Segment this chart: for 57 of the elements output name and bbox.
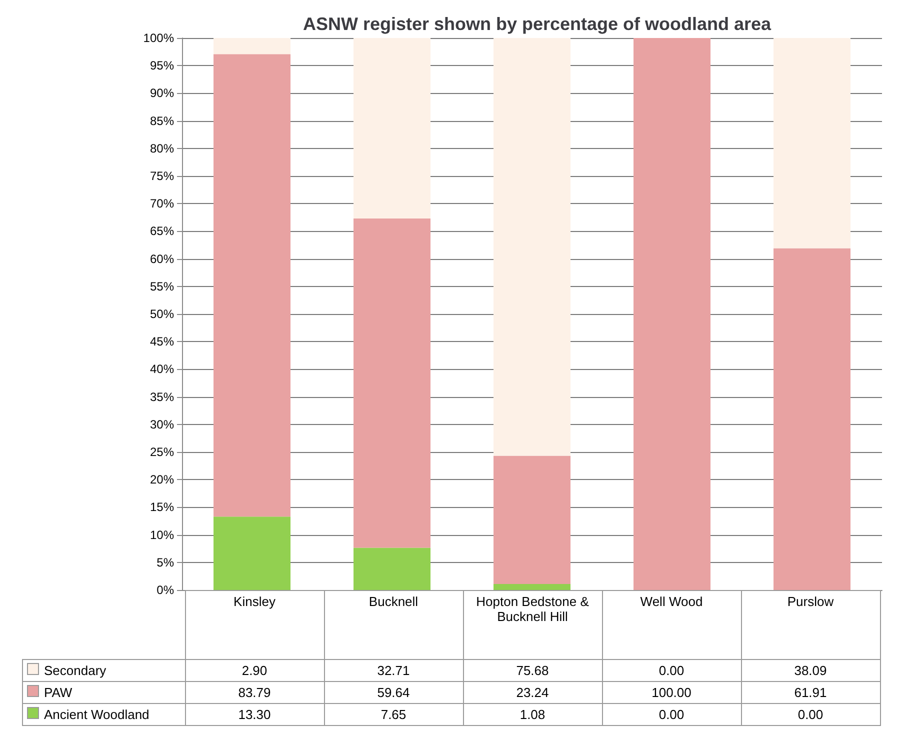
y-tick-label: 15% [150,500,174,514]
x-tick-label: Well Wood [602,590,741,660]
data-label: 61.91 [741,682,880,704]
y-tick-label: 50% [150,307,174,321]
legend-label: Ancient Woodland [22,704,185,726]
legend-label: Secondary [22,660,185,682]
x-tick-label: Bucknell [324,590,463,660]
bar [354,218,430,548]
y-tick-label: 25% [150,445,174,459]
y-tick-label: 100% [143,31,174,45]
y-tick-label: 10% [150,528,174,542]
y-tick-label: 40% [150,362,174,376]
data-label: 75.68 [463,660,602,682]
y-tick-label: 65% [150,224,174,238]
data-label: 1.08 [463,704,602,726]
y-tick-label: 30% [150,417,174,432]
data-label: 0.00 [602,704,741,726]
y-tick-label: 35% [150,390,174,404]
bar [214,54,290,517]
y-tick-label: 0% [156,583,174,597]
data-label: 13.30 [185,704,324,726]
data-label: 7.65 [324,704,463,726]
data-label: 2.90 [185,660,324,682]
y-tick-label: 85% [150,114,174,128]
y-tick-label: 70% [150,196,174,211]
y-tick-label: 55% [150,279,174,294]
bar [494,38,570,456]
x-tick-label: Hopton Bedstone & Bucknell Hill [463,590,602,660]
data-label: 100.00 [602,682,741,704]
bar [494,584,570,590]
data-label: 38.09 [741,660,880,682]
chart-title: ASNW register shown by percentage of woodland area [302,14,772,34]
x-tick-label: Kinsley [185,590,324,660]
data-label: 59.64 [324,682,463,704]
y-tick-label: 20% [150,472,174,487]
y-tick-label: 45% [150,334,174,349]
y-tick-label: 80% [150,141,174,156]
bar [354,548,430,590]
data-label: 83.79 [185,682,324,704]
bar [774,248,850,590]
legend-label: PAW [22,682,185,704]
bar [494,456,570,584]
bar [214,38,290,54]
bar [354,38,430,219]
bar [774,38,850,248]
bar [634,38,710,590]
y-tick-label: 60% [150,252,174,266]
y-tick-label: 5% [156,555,174,570]
y-tick-label: 90% [150,86,174,100]
data-label: 0.00 [741,704,880,726]
x-tick-label: Purslow [741,590,880,660]
y-tick-label: 95% [150,58,174,73]
bar [214,516,290,590]
data-label: 32.71 [324,660,463,682]
data-label: 0.00 [602,660,741,682]
data-label: 23.24 [463,682,602,704]
y-tick-label: 75% [150,169,174,183]
